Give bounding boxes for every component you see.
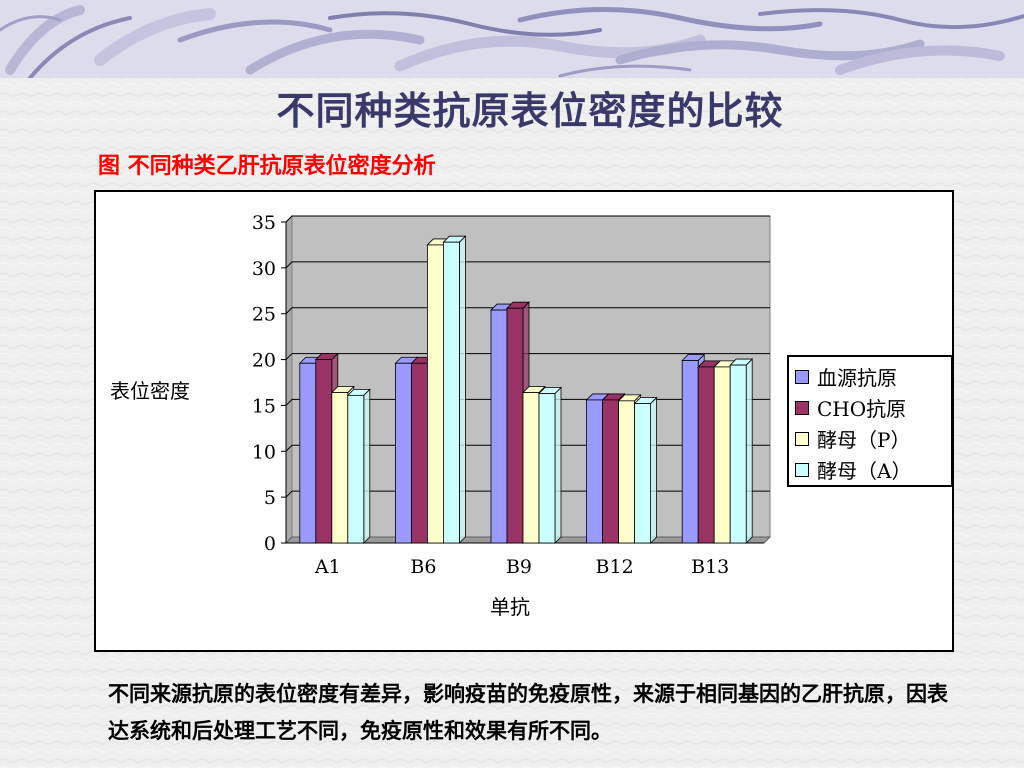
- legend-item: 酵母（P）: [795, 423, 951, 454]
- legend-swatch: [795, 369, 809, 384]
- bar: [713, 366, 731, 544]
- bar-side: [363, 388, 371, 544]
- bar: [490, 309, 508, 544]
- chart-frame: 0 5 10 15 20 25 30 35 A1 B6 B9 B12 B13 表位密度单抗 血源抗原 CH…: [94, 190, 954, 652]
- x-tick-label: B13: [691, 556, 729, 578]
- bar: [586, 399, 604, 544]
- bar: [634, 403, 651, 544]
- bar: [697, 366, 715, 544]
- gridline: [285, 215, 770, 223]
- legend-swatch: [795, 400, 809, 415]
- bar: [729, 364, 747, 544]
- legend-label: 酵母（A）: [817, 459, 912, 483]
- x-tick-label: B12: [596, 556, 634, 578]
- bar: [506, 307, 524, 544]
- bar: [394, 362, 412, 544]
- legend-item: CHO抗原: [795, 392, 951, 423]
- body-paragraph: 不同来源抗原的表位密度有差异，影响疫苗的免疫原性，来源于相同基因的乙肝抗原，因表…: [108, 682, 948, 743]
- y-axis-title: 表位密度: [110, 379, 190, 403]
- bar: [410, 362, 428, 544]
- bar: [602, 399, 620, 544]
- gridline: [285, 261, 770, 269]
- bar: [299, 362, 317, 544]
- bar: [426, 244, 444, 544]
- y-tick-label: 30: [252, 258, 276, 280]
- chart-caption: 图 不同种类乙肝抗原表位密度分析: [98, 154, 436, 179]
- y-tick-label: 10: [252, 441, 276, 463]
- bar: [681, 360, 699, 544]
- bar-side: [745, 358, 753, 544]
- bar-side: [650, 396, 657, 544]
- bar: [538, 393, 556, 544]
- bar: [347, 394, 365, 544]
- y-tick-label: 15: [252, 395, 276, 417]
- y-tick-label: 5: [264, 487, 276, 509]
- legend-swatch: [795, 462, 809, 477]
- chart-legend: 血源抗原 CHO抗原 酵母（P） 酵母（A）: [787, 355, 953, 487]
- y-tick-label: 25: [252, 304, 276, 326]
- y-tick-label: 35: [252, 212, 276, 234]
- decorative-banner: [0, 0, 1024, 78]
- bar-side: [458, 235, 466, 544]
- legend-label: CHO抗原: [817, 397, 907, 421]
- legend-label: 酵母（P）: [817, 428, 911, 452]
- bar: [315, 359, 333, 544]
- x-axis-title: 单抗: [490, 595, 530, 619]
- x-tick-label: B6: [410, 556, 436, 578]
- y-tick-label: 0: [264, 533, 276, 555]
- x-tick-label: A1: [314, 556, 341, 578]
- bar: [522, 392, 540, 544]
- y-tick-label: 20: [252, 350, 276, 372]
- bar: [442, 241, 460, 544]
- gridline: [285, 307, 770, 315]
- x-tick-label: B9: [506, 556, 532, 578]
- legend-label: 血源抗原: [817, 366, 897, 390]
- legend-item: 酵母（A）: [795, 454, 951, 485]
- legend-swatch: [795, 431, 809, 446]
- bar: [331, 392, 349, 544]
- slide-title: 不同种类抗原表位密度的比较: [276, 89, 784, 133]
- gridline: [285, 353, 770, 360]
- bar: [618, 400, 635, 544]
- bar-side: [554, 386, 562, 544]
- legend-item: 血源抗原: [795, 361, 951, 392]
